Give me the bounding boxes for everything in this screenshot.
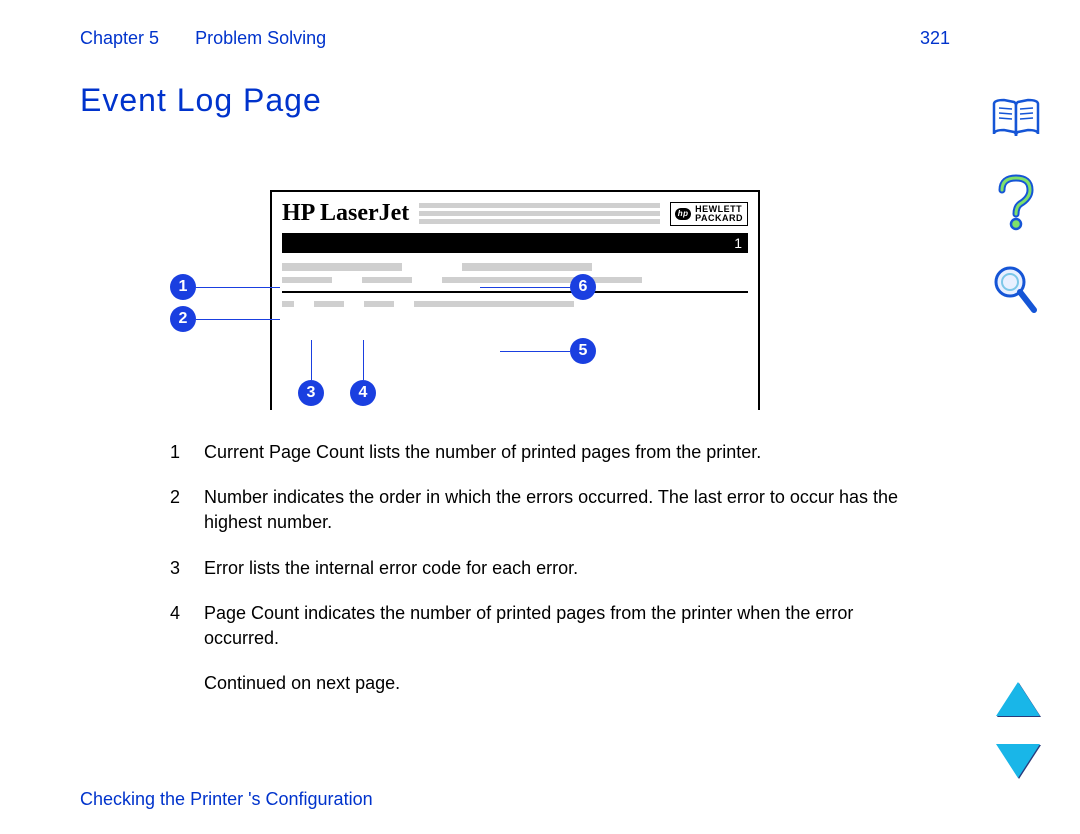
callout-4: 4 [350,380,376,406]
section-label: Problem Solving [195,28,326,49]
callout-2: 2 [170,306,196,332]
leader-6 [480,287,570,288]
event-log-diagram: HP LaserJet hp HEWLETT PACKARD 1 [170,190,810,420]
legend-text: Number indicates the order in which the … [204,485,910,535]
nav-arrows [996,682,1040,778]
callout-5: 5 [570,338,596,364]
printout-box: HP LaserJet hp HEWLETT PACKARD 1 [270,190,760,410]
legend-item: 3 Error lists the internal error code fo… [170,556,910,581]
legend-item: 2 Number indicates the order in which th… [170,485,910,535]
legend-item: 1 Current Page Count lists the number of… [170,440,910,465]
leader-1 [196,287,280,288]
legend-num: 4 [170,601,186,651]
leader-5 [500,351,570,352]
legend-item: 4 Page Count indicates the number of pri… [170,601,910,651]
page-title: Event Log Page [80,82,322,119]
row-a [282,263,748,271]
row-c [282,301,748,307]
nav-up-icon[interactable] [996,682,1040,716]
hp-logo-badge: hp [675,208,691,220]
page-header: Chapter 5 Problem Solving 321 [80,28,950,49]
black-header-bar: 1 [282,233,748,253]
divider-line [282,291,748,293]
leader-4 [363,340,364,380]
legend-num: 3 [170,556,186,581]
sidebar-icons [990,96,1042,318]
leader-2 [196,319,280,320]
leader-3 [311,340,312,380]
callout-6: 6 [570,274,596,300]
chapter-label: Chapter 5 [80,28,159,49]
product-title: HP LaserJet [282,200,409,227]
decorative-bars [419,203,660,224]
black-bar-text: 1 [734,235,742,251]
hp-logo: hp HEWLETT PACKARD [670,202,748,226]
legend-num: 2 [170,485,186,535]
search-icon[interactable] [992,264,1040,318]
book-icon[interactable] [990,96,1042,142]
callout-3: 3 [298,380,324,406]
legend-text: Page Count indicates the number of print… [204,601,910,651]
legend-text: Current Page Count lists the number of p… [204,440,761,465]
footer-link[interactable]: Checking the Printer 's Configuration [80,789,373,810]
legend-list: 1 Current Page Count lists the number of… [170,440,910,696]
nav-down-icon[interactable] [996,744,1040,778]
legend-text: Error lists the internal error code for … [204,556,578,581]
row-b-labels [282,277,748,283]
page-number: 321 [920,28,950,49]
help-icon[interactable] [994,174,1038,232]
legend-num: 1 [170,440,186,465]
continued-text: Continued on next page. [204,671,910,696]
callout-1: 1 [170,274,196,300]
